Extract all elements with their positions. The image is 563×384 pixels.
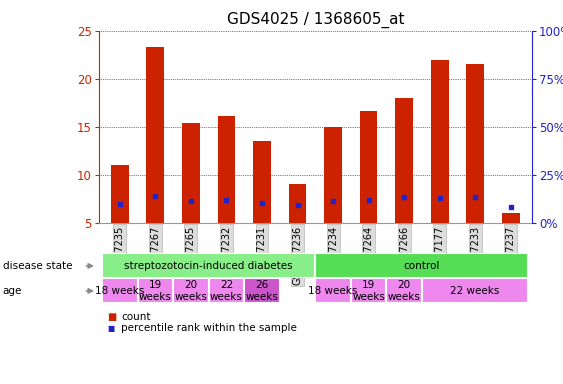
Bar — [351, 278, 386, 303]
Bar — [395, 98, 413, 223]
Text: control: control — [404, 261, 440, 271]
Bar — [102, 253, 315, 278]
Bar — [431, 60, 449, 223]
Bar — [244, 278, 280, 303]
Text: percentile rank within the sample: percentile rank within the sample — [121, 323, 297, 333]
Bar — [466, 64, 484, 223]
Bar — [289, 184, 306, 223]
Bar — [137, 278, 173, 303]
Text: 20
weeks: 20 weeks — [388, 280, 421, 302]
Bar — [315, 253, 529, 278]
Text: 26
weeks: 26 weeks — [245, 280, 279, 302]
Text: disease state: disease state — [3, 261, 72, 271]
Text: age: age — [3, 286, 22, 296]
Text: 22 weeks: 22 weeks — [450, 286, 500, 296]
Bar — [217, 116, 235, 223]
Bar — [315, 278, 351, 303]
Bar — [182, 123, 200, 223]
Text: ■: ■ — [107, 312, 116, 322]
Text: streptozotocin-induced diabetes: streptozotocin-induced diabetes — [124, 261, 293, 271]
Text: 19
weeks: 19 weeks — [352, 280, 385, 302]
Text: 19
weeks: 19 weeks — [139, 280, 172, 302]
Text: 18 weeks: 18 weeks — [95, 286, 145, 296]
Bar — [253, 141, 271, 223]
Text: count: count — [121, 312, 150, 322]
Bar — [324, 127, 342, 223]
Bar — [102, 278, 137, 303]
Bar — [360, 111, 377, 223]
Bar — [111, 165, 129, 223]
Bar — [422, 278, 529, 303]
Bar — [209, 278, 244, 303]
Text: 18 weeks: 18 weeks — [309, 286, 358, 296]
Text: 22
weeks: 22 weeks — [210, 280, 243, 302]
Bar — [173, 278, 209, 303]
Bar — [146, 47, 164, 223]
Text: 20
weeks: 20 weeks — [175, 280, 207, 302]
Text: ■: ■ — [107, 324, 114, 333]
Bar — [386, 278, 422, 303]
Bar — [502, 213, 520, 223]
Title: GDS4025 / 1368605_at: GDS4025 / 1368605_at — [226, 12, 404, 28]
